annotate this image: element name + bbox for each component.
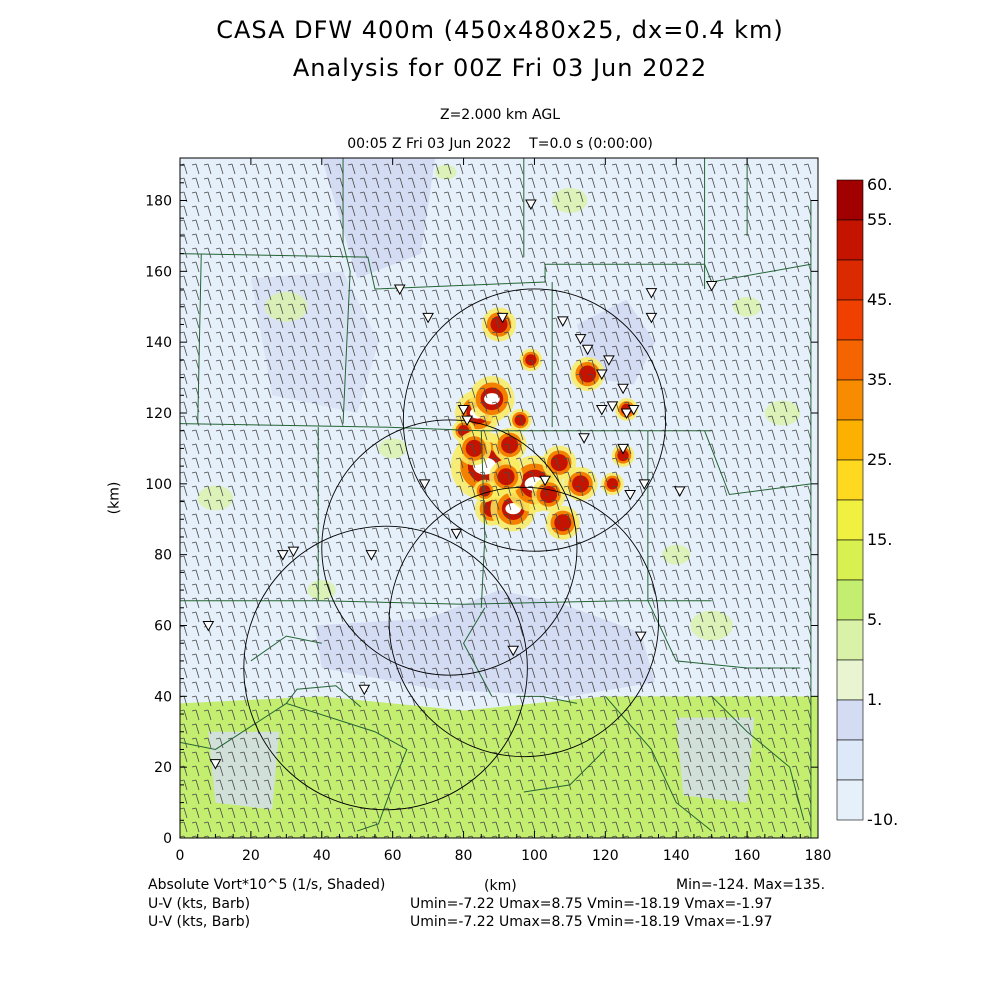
wind2-name: U-V (kts, Barb) [148,914,250,930]
x-tick-label: 60 [384,848,402,864]
cell-core-shade [551,454,568,471]
storm-cell [601,472,624,495]
colorbar-swatch [837,460,863,500]
y-tick-label: 120 [145,406,172,422]
min-max: Min=-124. Max=135. [676,877,825,893]
y-tick-label: 60 [154,619,172,635]
colorbar-swatch [837,660,863,700]
x-tick-label: 180 [805,848,832,864]
y-tick-label: 40 [154,689,172,705]
wind2-stats: Umin=-7.22 Umax=8.75 Vmin=-18.19 Vmax=-1… [410,914,772,930]
pale-green-patch-3 [378,438,406,458]
colorbar-swatch [837,260,863,300]
storm-cell [509,409,532,432]
x-tick-label: 0 [176,848,185,864]
storm-cell [469,376,514,421]
x-tick-label: 40 [313,848,331,864]
colorbar-swatch [837,540,863,580]
colorbar-label: -10. [867,810,898,829]
wind1-name: U-V (kts, Barb) [148,896,250,912]
colorbar-swatch [837,220,863,260]
colorbar-label: 5. [867,610,882,629]
cell-core-shade [498,468,515,485]
colorbar-swatch [837,380,863,420]
colorbar-swatch [837,740,863,780]
x-tick-label: 140 [663,848,690,864]
storm-cell [564,467,598,501]
colorbar-label: 35. [867,370,892,389]
pale-green-patch-7 [662,545,690,565]
axis-x-label: (km) [484,878,517,894]
colorbar-swatch [837,500,863,540]
colorbar-swatch [837,700,863,740]
plot-area [180,158,818,838]
wind1-stats: Umin=-7.22 Umax=8.75 Vmin=-18.19 Vmax=-1… [410,896,772,912]
pale-green-patch-2 [690,611,733,641]
y-tick-label: 0 [163,831,172,847]
pale-green-patch-1 [265,292,308,322]
colorbar-swatch [837,340,863,380]
colorbar-label: 25. [867,450,892,469]
y-tick-label: 140 [145,335,172,351]
pale-green-patch-5 [765,401,800,426]
field-name: Absolute Vort*10^5 (1/s, Shaded) [148,877,385,893]
cell-core-shade [466,440,483,457]
colorbar-swatch [837,620,863,660]
x-tick-label: 100 [521,848,548,864]
colorbar-swatch [837,780,863,820]
colorbar-swatch [837,300,863,340]
y-tick-label: 80 [154,548,172,564]
x-tick-label: 80 [455,848,473,864]
x-tick-label: 160 [734,848,761,864]
y-tick-label: 180 [145,194,172,210]
colorbar-swatch [837,420,863,460]
shade-patch-6 [208,732,279,810]
colorbar-label: 15. [867,530,892,549]
axis-y-label: (km) [106,482,122,515]
storm-cell [493,428,527,462]
colorbar-label: 1. [867,690,882,709]
y-tick-label: 160 [145,264,172,280]
x-tick-label: 20 [242,848,260,864]
y-tick-label: 100 [145,477,172,493]
colorbar-swatch [837,180,863,220]
pale-green-patch-0 [198,486,233,511]
x-tick-label: 120 [592,848,619,864]
colorbar: 60. 55. 45. 35. 25. 15. 5. 1. -10. [837,175,898,829]
colorbar-label: 55. [867,210,892,229]
colorbar-label: 45. [867,290,892,309]
colorbar-label: 60. [867,175,892,194]
vorticity-map: 0 20 40 60 80 100 120 140 160 180 0 20 40 60 80 100 120 1… [0,0,1000,1000]
colorbar-swatch [837,580,863,620]
y-tick-label: 20 [154,760,172,776]
cell-core-shade [572,475,589,492]
